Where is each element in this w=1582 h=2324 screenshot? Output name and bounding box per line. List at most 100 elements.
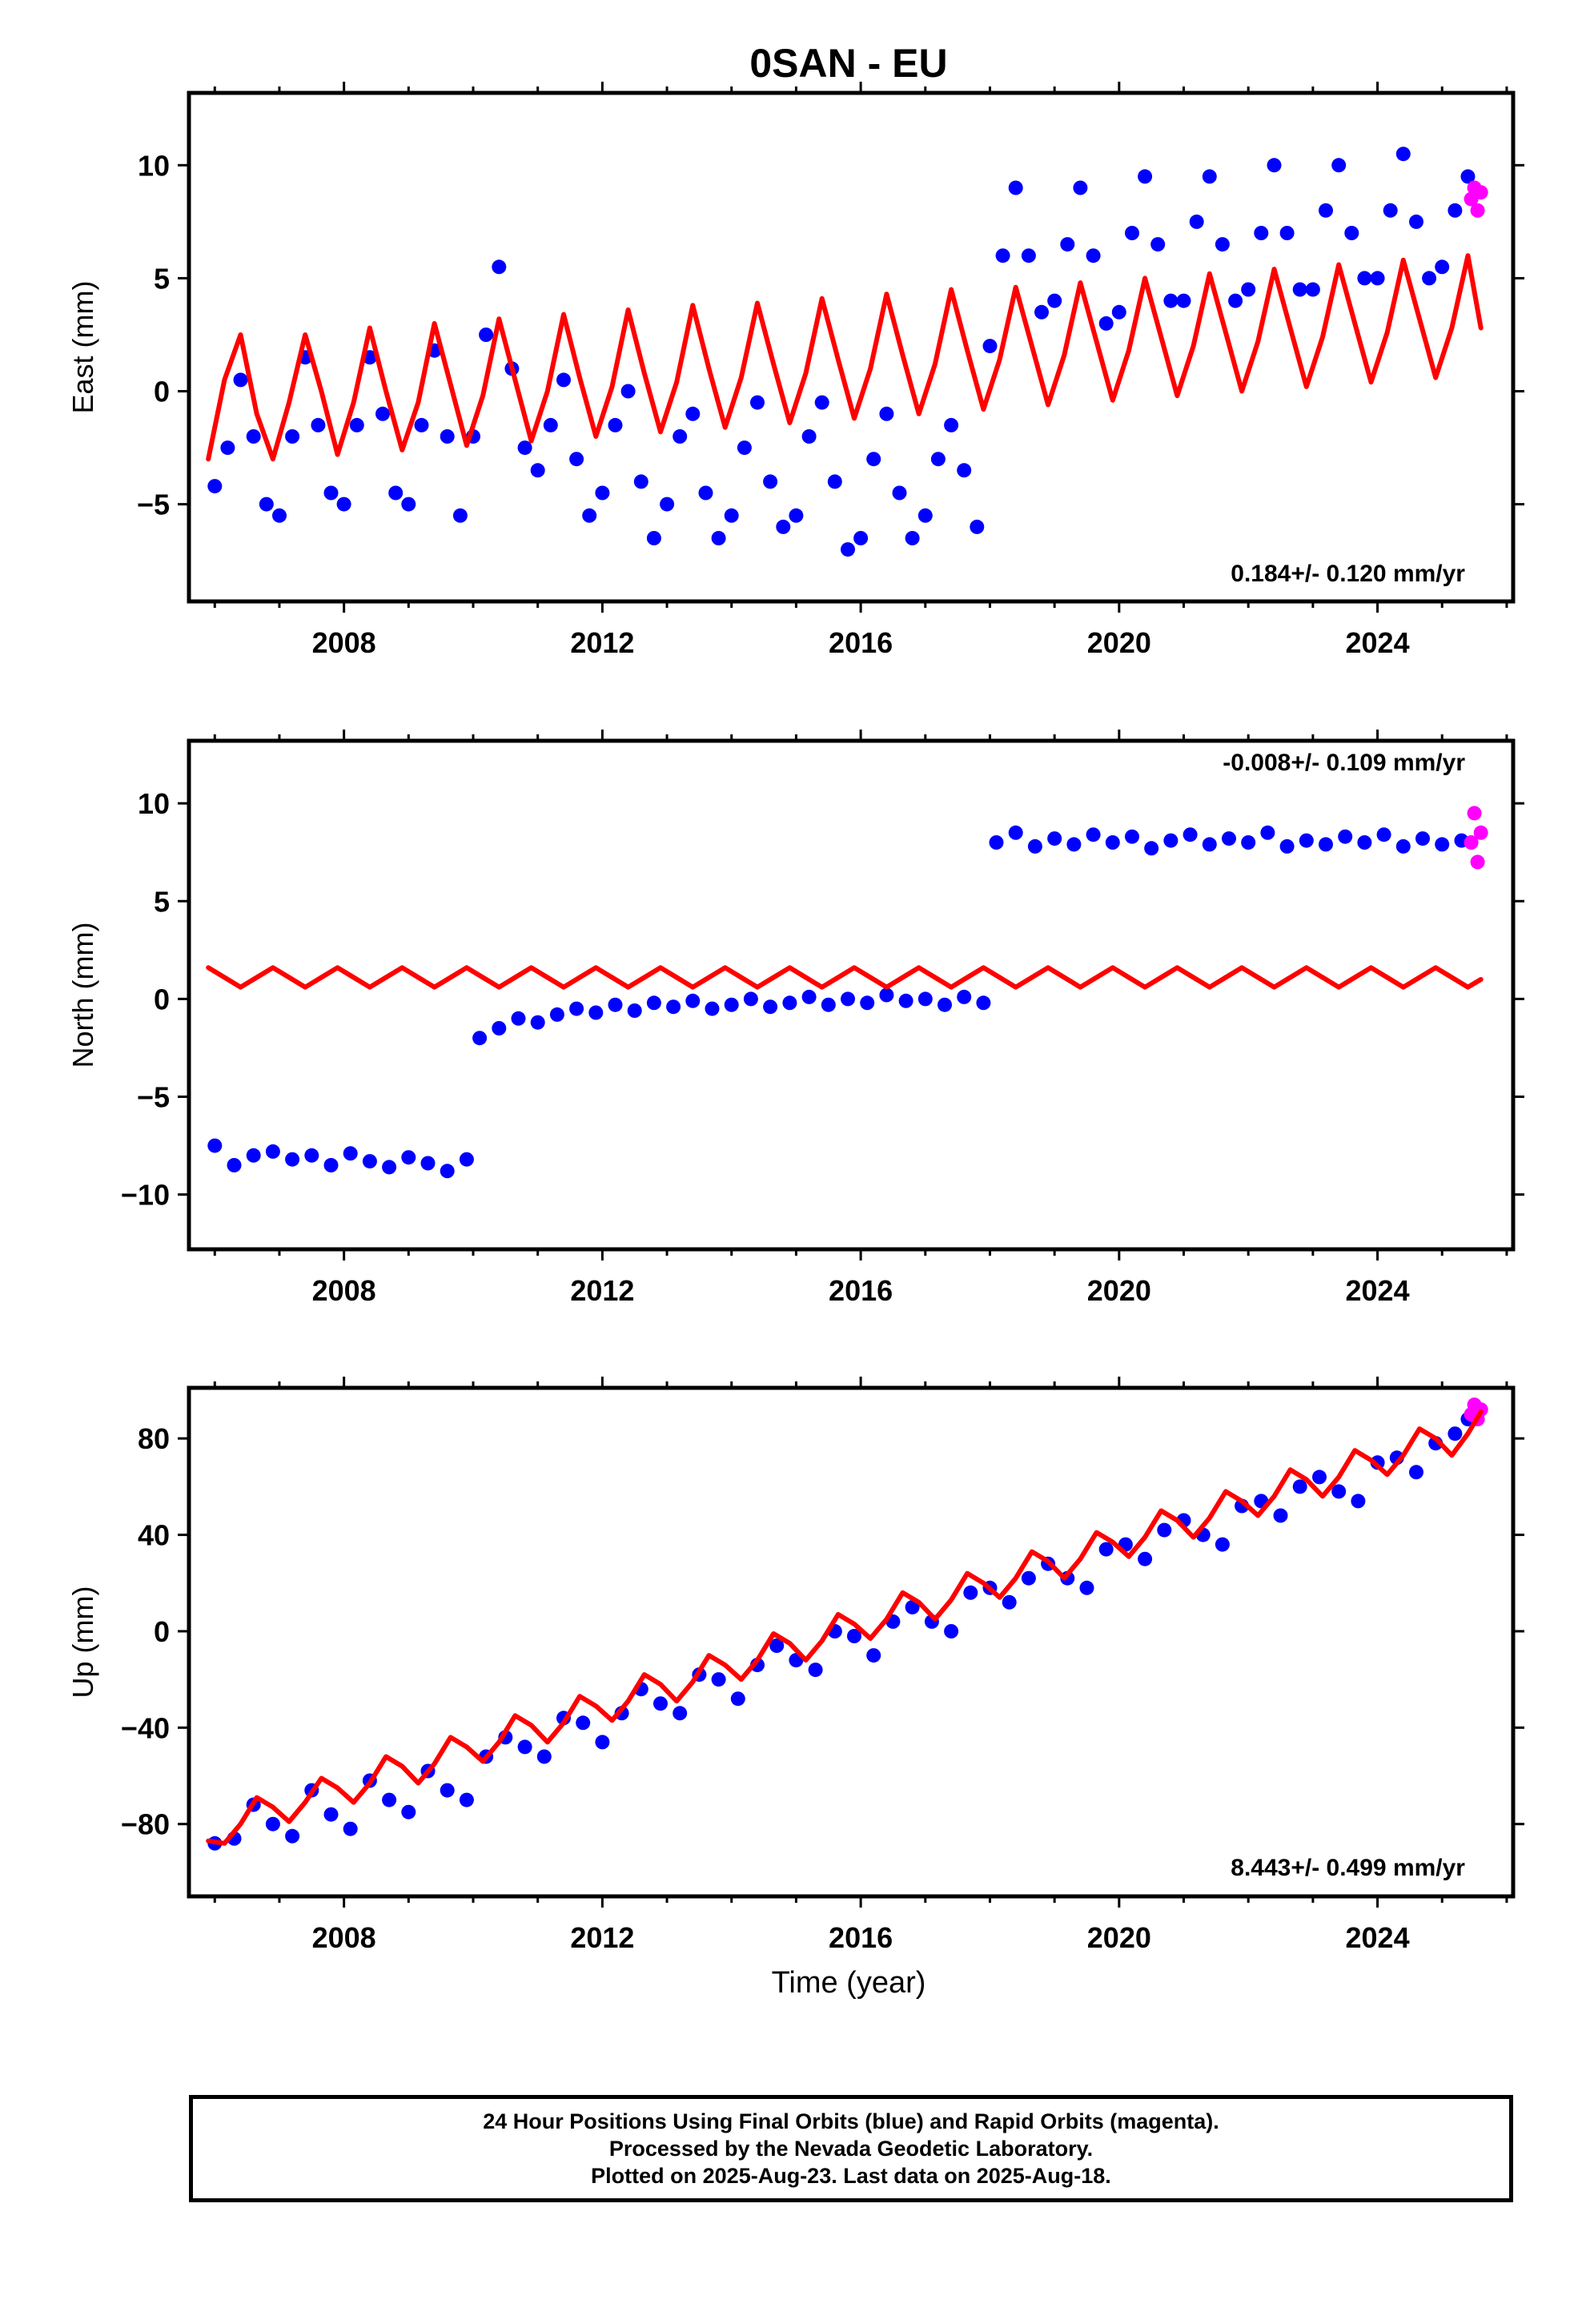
final-orbit-point [388, 485, 404, 501]
final-orbit-point [705, 1001, 720, 1016]
y-tick-label: −40 [121, 1711, 170, 1744]
final-orbit-point [1098, 1542, 1114, 1557]
x-tick-label: 2008 [312, 626, 376, 659]
final-orbit-point [207, 1138, 223, 1153]
model-fit-line [206, 965, 1484, 990]
final-orbit-point [1299, 833, 1314, 848]
data-layer [206, 806, 1488, 1179]
final-orbit-point [698, 485, 713, 501]
final-orbit-point [1176, 293, 1191, 308]
final-orbit-point [1395, 147, 1411, 162]
final-orbit-point [336, 497, 351, 512]
final-orbit-point [595, 1735, 610, 1750]
final-orbit-point [808, 1663, 823, 1678]
final-orbit-point [673, 429, 688, 444]
y-tick-label: 80 [138, 1422, 170, 1455]
final-orbit-point [1189, 214, 1204, 229]
x-tick-label: 2012 [570, 1274, 634, 1307]
final-orbit-point [1319, 203, 1333, 218]
rate-annotation: 8.443+/- 0.499 mm/yr [1231, 1855, 1465, 1881]
final-orbit-point [440, 1783, 455, 1798]
final-orbit-point [1383, 203, 1398, 218]
final-orbit-point [1435, 259, 1450, 275]
final-orbit-point [627, 1003, 642, 1018]
final-orbit-point [401, 1804, 416, 1819]
final-orbit-point [1331, 1484, 1347, 1499]
final-orbit-point [1008, 825, 1023, 840]
final-orbit-point [530, 1015, 545, 1030]
final-orbit-point [343, 1146, 358, 1161]
final-orbit-point [440, 1164, 455, 1179]
y-tick-label: 0 [154, 1615, 170, 1648]
final-orbit-point [1021, 248, 1036, 263]
final-orbit-point [479, 328, 494, 342]
final-orbit-point [743, 991, 758, 1007]
final-orbit-point [1460, 169, 1476, 184]
y-tick-label: 5 [154, 262, 170, 295]
final-orbit-point [1047, 831, 1062, 846]
final-orbit-point [227, 1158, 242, 1172]
final-orbit-point [976, 995, 991, 1011]
final-orbit-point [1409, 214, 1423, 229]
final-orbit-point [620, 384, 636, 399]
y-tick-label: −10 [121, 1179, 170, 1212]
final-orbit-point [866, 1648, 881, 1663]
panel-3: 2008 2012 2016 2020 2024 −80 −40 0 40 80 Up (mm) 8.… [66, 1377, 1524, 1954]
final-orbit-point [285, 429, 300, 444]
x-tick-label: 2020 [1087, 626, 1151, 659]
final-orbit-point [1098, 316, 1114, 331]
final-orbit-point [730, 1691, 745, 1707]
final-orbit-point [1228, 293, 1243, 308]
final-orbit-point [1215, 1537, 1230, 1552]
final-orbit-point [1027, 838, 1042, 854]
y-axis-label: East (mm) [66, 281, 99, 414]
final-orbit-point [1376, 827, 1391, 842]
final-orbit-point [420, 1156, 436, 1171]
final-orbit-point [343, 1821, 358, 1836]
final-orbit-point [265, 1144, 280, 1159]
final-orbit-point [801, 429, 817, 444]
final-orbit-point [1079, 1580, 1094, 1595]
final-orbit-point [569, 452, 584, 467]
final-orbit-point [970, 519, 985, 534]
final-orbit-point [1312, 1470, 1327, 1485]
y-tick-label: 0 [154, 376, 170, 408]
final-orbit-point [452, 508, 468, 523]
final-orbit-point [685, 993, 701, 1008]
y-axis-label: Up (mm) [66, 1586, 99, 1699]
final-orbit-point [841, 991, 855, 1007]
final-orbit-point [530, 463, 545, 478]
y-tick-label: 10 [138, 787, 170, 820]
final-orbit-point [860, 995, 875, 1011]
final-orbit-point [1331, 158, 1347, 173]
final-orbit-point [1422, 271, 1437, 286]
final-orbit-point [556, 372, 571, 388]
final-orbit-point [1125, 829, 1139, 844]
final-orbit-point [1157, 1522, 1172, 1538]
final-orbit-point [711, 531, 726, 545]
final-orbit-point [737, 440, 752, 456]
x-tick-label: 2012 [570, 1921, 634, 1954]
final-orbit-point [801, 989, 817, 1004]
final-orbit-point [905, 531, 920, 545]
final-orbit-point [957, 989, 972, 1004]
final-orbit-point [588, 1005, 604, 1020]
y-tick-label: −5 [137, 1081, 170, 1114]
final-orbit-point [814, 395, 829, 410]
final-orbit-point [285, 1828, 300, 1844]
final-orbit-point [879, 406, 894, 421]
final-orbit-point [246, 429, 261, 444]
final-orbit-point [982, 339, 998, 354]
rapid-orbit-point [1473, 185, 1488, 200]
y-tick-label: 10 [138, 149, 170, 182]
final-orbit-point [1066, 837, 1082, 852]
x-tick-label: 2016 [829, 1274, 893, 1307]
final-orbit-point [1047, 293, 1062, 308]
plot-frame [187, 738, 1516, 1252]
final-orbit-point [1086, 827, 1101, 842]
final-orbit-point [821, 997, 836, 1012]
final-orbit-point [323, 1807, 339, 1822]
final-orbit-point [1002, 1594, 1017, 1610]
final-orbit-point [362, 1154, 377, 1169]
final-orbit-point [233, 372, 248, 388]
